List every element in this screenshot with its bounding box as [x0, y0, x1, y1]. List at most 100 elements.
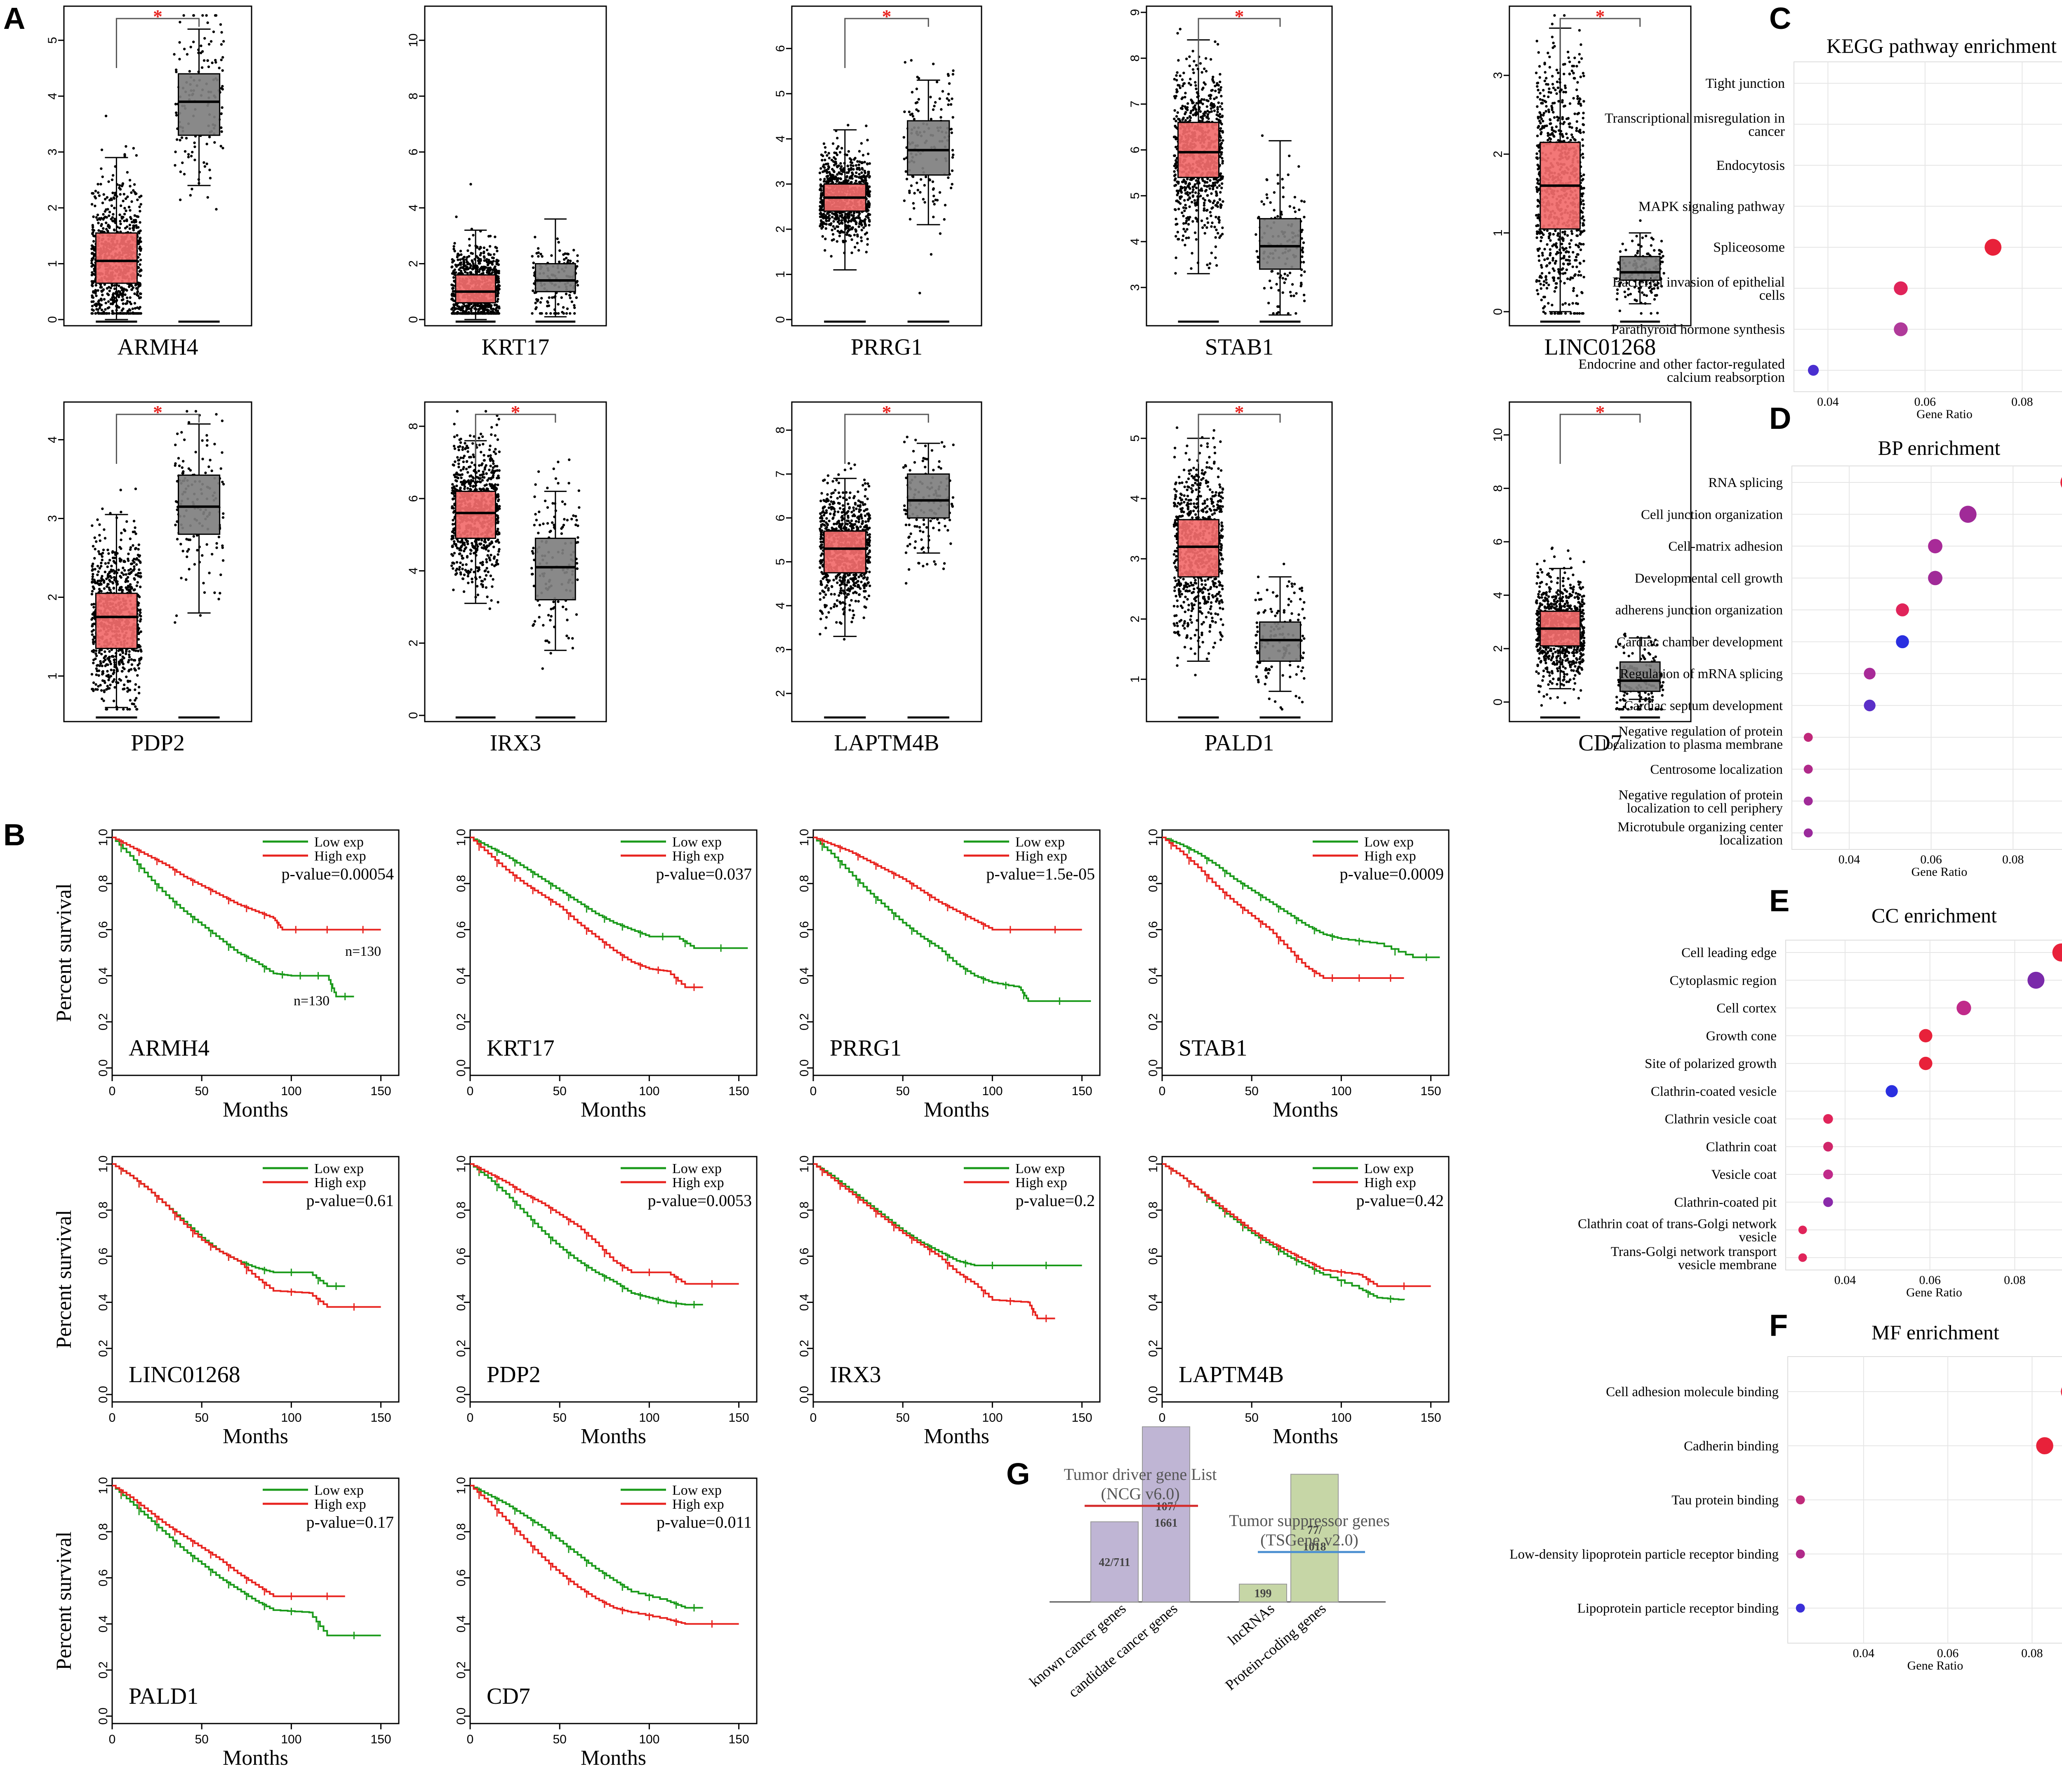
data-point	[866, 152, 870, 155]
sig-star: *	[153, 6, 162, 27]
data-point	[853, 246, 857, 249]
data-point	[1563, 282, 1566, 285]
data-point	[825, 170, 829, 173]
data-point	[917, 77, 920, 80]
data-point	[93, 195, 97, 198]
data-point	[183, 173, 186, 176]
data-point	[1543, 258, 1546, 261]
data-point	[101, 175, 104, 178]
data-point	[452, 276, 455, 279]
data-point	[212, 30, 215, 33]
data-point	[1582, 207, 1585, 209]
data-point	[108, 211, 111, 214]
data-point	[118, 213, 121, 216]
data-point	[221, 85, 224, 88]
data-point	[90, 312, 93, 315]
data-point	[1572, 97, 1575, 100]
data-point	[1548, 271, 1551, 275]
data-point	[1219, 191, 1222, 194]
data-point	[1552, 279, 1556, 282]
data-point	[863, 176, 866, 179]
data-point	[1212, 181, 1215, 185]
data-point	[1188, 55, 1191, 58]
data-point	[1541, 254, 1544, 257]
data-point	[1257, 216, 1260, 219]
data-point	[1206, 110, 1209, 113]
data-point	[1184, 230, 1187, 233]
data-point	[1538, 280, 1541, 282]
data-point	[1186, 228, 1189, 231]
data-point	[818, 172, 822, 174]
data-point	[947, 92, 950, 96]
data-point	[93, 254, 96, 257]
data-point	[850, 218, 853, 221]
data-point	[206, 196, 209, 199]
data-point	[136, 306, 139, 309]
data-point	[557, 241, 560, 244]
data-point	[1222, 139, 1224, 142]
data-point	[1551, 259, 1554, 262]
data-point	[1546, 229, 1549, 232]
data-point	[1538, 65, 1541, 68]
data-point	[485, 248, 489, 252]
data-point	[836, 173, 839, 176]
data-point	[1536, 105, 1539, 108]
data-point	[126, 296, 129, 299]
data-point	[494, 265, 497, 268]
data-point	[451, 306, 454, 309]
data-point	[951, 73, 955, 76]
data-point	[451, 272, 454, 275]
data-point	[497, 277, 500, 280]
data-point	[133, 292, 136, 295]
data-point	[1535, 156, 1538, 159]
data-point	[183, 47, 186, 51]
data-point	[1535, 230, 1539, 233]
data-point	[1546, 243, 1549, 246]
data-point	[461, 312, 464, 315]
data-point	[1204, 83, 1207, 86]
data-point	[106, 287, 109, 290]
data-point	[1218, 219, 1221, 222]
data-point	[1582, 123, 1584, 126]
data-point	[1189, 78, 1192, 80]
data-point	[1563, 73, 1565, 75]
data-point	[1545, 77, 1548, 80]
data-point	[1582, 156, 1584, 159]
data-point	[450, 293, 453, 296]
data-point	[936, 199, 939, 202]
data-point	[575, 296, 578, 299]
data-point	[933, 105, 936, 108]
data-point	[1303, 270, 1306, 273]
data-point	[1188, 196, 1191, 199]
data-point	[1276, 174, 1279, 176]
data-point	[556, 237, 559, 240]
data-point	[1176, 71, 1179, 74]
data-point	[1220, 94, 1223, 98]
data-point	[1564, 312, 1567, 315]
data-point	[833, 161, 837, 164]
data-point	[471, 312, 474, 315]
data-point	[919, 191, 922, 194]
data-point	[1537, 125, 1540, 129]
data-point	[130, 191, 133, 194]
data-point	[490, 304, 493, 307]
data-point	[1181, 239, 1184, 242]
data-point	[534, 235, 537, 239]
data-point	[919, 178, 923, 181]
data-point	[468, 238, 471, 241]
data-point	[1175, 91, 1178, 94]
data-point	[1191, 195, 1194, 198]
data-point	[951, 97, 953, 100]
data-point	[1565, 118, 1568, 120]
data-point	[822, 213, 825, 216]
data-point	[1582, 144, 1584, 147]
data-point	[1582, 229, 1586, 232]
gene-label: PRRG1	[851, 334, 923, 360]
panel-letter-b: B	[3, 818, 25, 852]
data-point	[1290, 294, 1292, 297]
data-point	[1536, 81, 1539, 85]
data-point	[113, 207, 116, 209]
data-point	[113, 299, 115, 302]
data-point	[451, 265, 454, 268]
